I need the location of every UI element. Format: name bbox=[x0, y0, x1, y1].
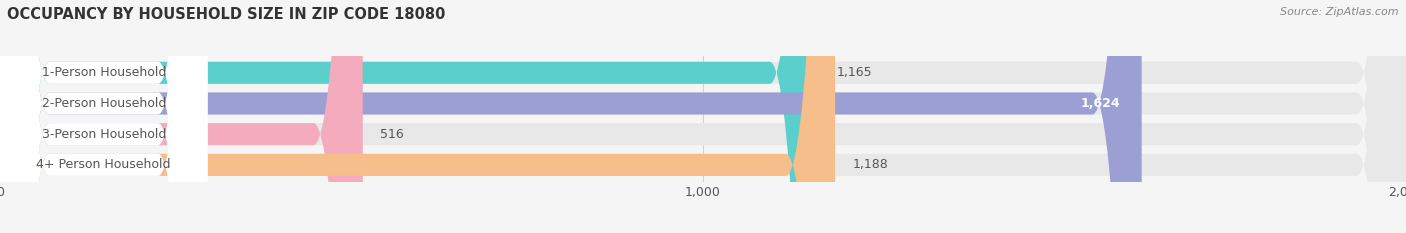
Text: Source: ZipAtlas.com: Source: ZipAtlas.com bbox=[1281, 7, 1399, 17]
FancyBboxPatch shape bbox=[0, 0, 208, 233]
FancyBboxPatch shape bbox=[0, 0, 208, 233]
Text: 1,188: 1,188 bbox=[852, 158, 889, 171]
Text: 1,624: 1,624 bbox=[1081, 97, 1121, 110]
FancyBboxPatch shape bbox=[0, 0, 208, 233]
FancyBboxPatch shape bbox=[0, 0, 820, 233]
FancyBboxPatch shape bbox=[0, 0, 208, 233]
Text: 1-Person Household: 1-Person Household bbox=[42, 66, 166, 79]
Text: 4+ Person Household: 4+ Person Household bbox=[37, 158, 172, 171]
FancyBboxPatch shape bbox=[0, 0, 363, 233]
Text: 3-Person Household: 3-Person Household bbox=[42, 128, 166, 141]
FancyBboxPatch shape bbox=[0, 0, 1142, 233]
Text: 1,165: 1,165 bbox=[837, 66, 872, 79]
FancyBboxPatch shape bbox=[0, 0, 835, 233]
Text: OCCUPANCY BY HOUSEHOLD SIZE IN ZIP CODE 18080: OCCUPANCY BY HOUSEHOLD SIZE IN ZIP CODE … bbox=[7, 7, 446, 22]
Text: 2-Person Household: 2-Person Household bbox=[42, 97, 166, 110]
Text: 516: 516 bbox=[380, 128, 404, 141]
